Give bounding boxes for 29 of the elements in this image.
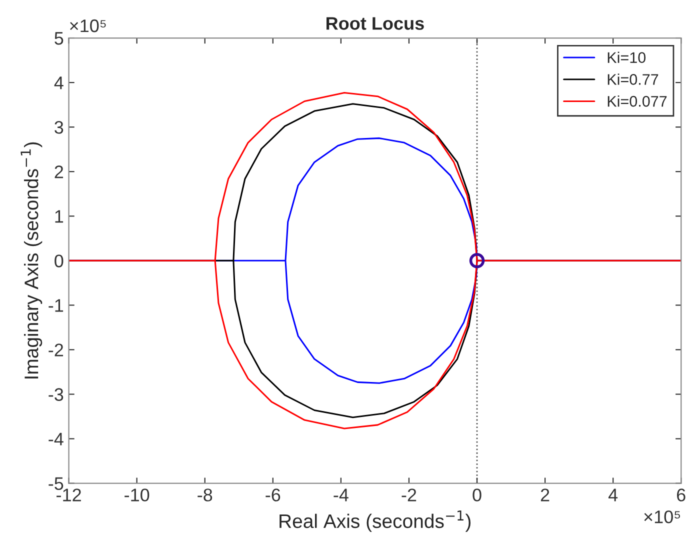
y-tick-label: -3 bbox=[48, 388, 64, 401]
y-tick-label: -1 bbox=[48, 299, 64, 312]
y-tick-label: -5 bbox=[48, 477, 64, 490]
y-tick-label: 1 bbox=[55, 210, 64, 223]
x-tick-label: 6 bbox=[677, 488, 686, 502]
x-axis-title: Real Axis (seconds$^{−1}$) bbox=[280, 510, 471, 532]
x-tick-label: -6 bbox=[266, 488, 280, 502]
text: ×10⁵ bbox=[644, 510, 680, 524]
y-axis-title: Imaginary Axis (seconds$^{−1}$) bbox=[20, 142, 42, 378]
legend-label: Ki=10 bbox=[608, 52, 646, 63]
text: ×10⁵ bbox=[70, 19, 106, 32]
legend-label: Ki=0.077 bbox=[608, 96, 667, 107]
chart-title: Root Locus bbox=[326, 17, 424, 30]
x-tick-label: -8 bbox=[198, 488, 212, 502]
y-tick-label: -4 bbox=[48, 432, 64, 446]
y-tick-label: 0 bbox=[54, 254, 64, 268]
x-tick-label: 4 bbox=[608, 488, 618, 502]
x-tick-label: -2 bbox=[402, 488, 416, 502]
x-tick-label: 0 bbox=[472, 488, 482, 502]
x-tick-label: 2 bbox=[540, 488, 550, 502]
x-tick-label: -10 bbox=[124, 488, 150, 502]
legend-label: Ki=0.77 bbox=[608, 74, 658, 85]
x-tick-label: -12 bbox=[56, 488, 81, 502]
y-tick-label: 2 bbox=[54, 166, 64, 178]
y-tick-label: 5 bbox=[54, 32, 64, 45]
y-tick-label: -2 bbox=[48, 344, 64, 356]
y-tick-label: 3 bbox=[54, 120, 64, 134]
y-tick-label: 4 bbox=[54, 76, 64, 90]
x-tick-label: -4 bbox=[334, 488, 348, 502]
